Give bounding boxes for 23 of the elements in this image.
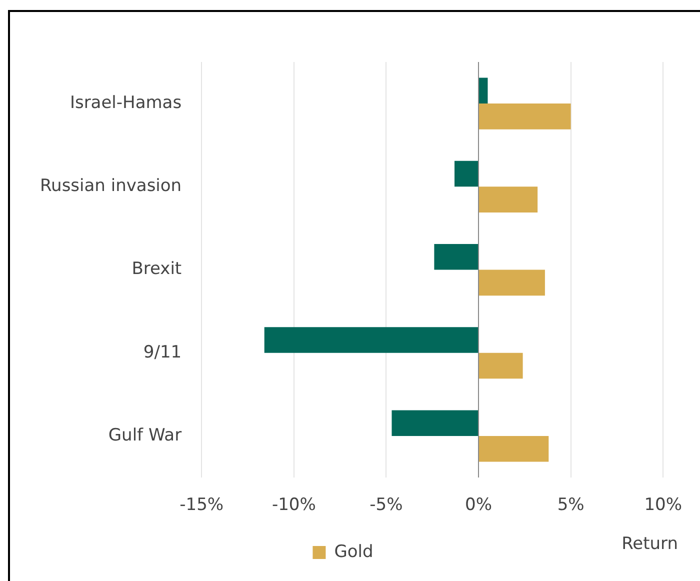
x-tick-label: -10% bbox=[272, 495, 316, 516]
x-tick-label: 5% bbox=[557, 495, 584, 516]
y-tick-label: Brexit bbox=[132, 259, 182, 280]
bar bbox=[392, 410, 478, 436]
bar bbox=[454, 160, 478, 187]
bar bbox=[434, 244, 478, 270]
y-tick-label: 9/11 bbox=[143, 342, 182, 362]
bar bbox=[479, 78, 488, 104]
x-tick-label: -15% bbox=[180, 495, 224, 516]
y-tick-label: Russian invasion bbox=[40, 176, 182, 196]
x-tick-label: 10% bbox=[644, 495, 682, 516]
bar bbox=[479, 352, 523, 379]
bar bbox=[479, 270, 545, 296]
x-axis-title: Return bbox=[622, 534, 678, 554]
y-tick-label: Gulf War bbox=[108, 425, 182, 446]
bar bbox=[479, 436, 549, 462]
bar bbox=[479, 186, 538, 212]
y-tick-label: Israel-Hamas bbox=[70, 92, 182, 113]
x-tick-label: -5% bbox=[370, 495, 403, 516]
x-tick-label: 0% bbox=[465, 495, 492, 516]
legend-label: Gold bbox=[334, 542, 374, 562]
bar bbox=[264, 327, 478, 353]
bar bbox=[479, 104, 571, 130]
